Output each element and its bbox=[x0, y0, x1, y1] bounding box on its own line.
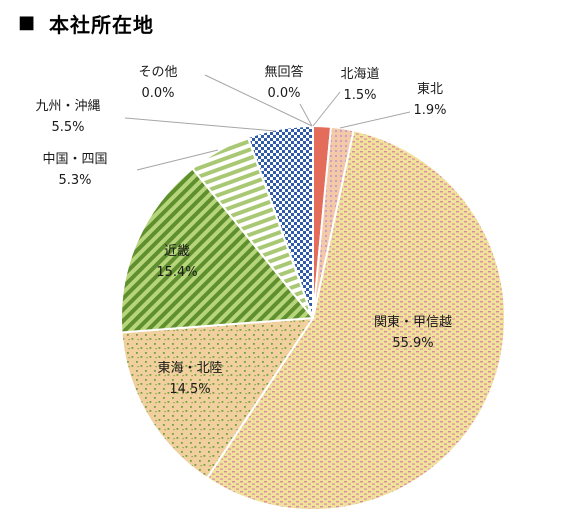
slice-category-label: 無回答 bbox=[264, 64, 303, 80]
slice-value-label: 5.3% bbox=[58, 173, 91, 188]
leader-lines bbox=[124, 74, 411, 171]
leader-line-kyushu bbox=[124, 117, 276, 132]
slice-value-label: 55.9% bbox=[392, 336, 433, 351]
slice-category-label: 北海道 bbox=[340, 67, 379, 82]
slice-category-label: 関東・甲信越 bbox=[374, 314, 452, 330]
leader-line-hokkaido bbox=[312, 91, 341, 127]
slice-value-label: 14.5% bbox=[169, 382, 210, 397]
slice-category-label: 東北 bbox=[417, 81, 443, 97]
pie-slice-kanto bbox=[205, 129, 506, 511]
slice-category-label: 東海・北陸 bbox=[157, 360, 222, 376]
slice-category-label: 九州・沖縄 bbox=[35, 99, 100, 114]
slice-value-label: 0.0% bbox=[141, 86, 174, 101]
title-row: ■ 本社所在地 bbox=[18, 6, 154, 40]
title-marker-icon: ■ bbox=[18, 12, 36, 33]
pie-slices bbox=[120, 124, 506, 511]
slice-labels: 北海道 1.5% 東北 1.9% 関東・甲信越 55.9% 東海・北陸 14.5% 近畿 15.4… bbox=[35, 64, 452, 397]
slice-value-label: 15.4% bbox=[156, 265, 197, 280]
slice-category-label: その他 bbox=[138, 65, 177, 80]
pie-slice-kyushu bbox=[246, 124, 314, 319]
slice-value-label: 5.5% bbox=[51, 120, 84, 135]
leader-line-other bbox=[204, 74, 313, 127]
slice-category-label: 中国・四国 bbox=[42, 152, 107, 167]
leader-line-tohoku bbox=[339, 111, 411, 129]
slice-value-label: 0.0% bbox=[267, 86, 300, 101]
pie-slice-kinki bbox=[120, 167, 315, 334]
leader-line-chugoku bbox=[136, 149, 219, 171]
chart-title: 本社所在地 bbox=[49, 12, 155, 37]
slice-category-label: 近畿 bbox=[164, 244, 190, 259]
slice-value-label: 1.5% bbox=[343, 88, 376, 103]
pie-slice-tokai bbox=[120, 316, 315, 480]
leader-line-no-answer bbox=[299, 103, 313, 127]
slice-value-label: 1.9% bbox=[413, 103, 446, 118]
